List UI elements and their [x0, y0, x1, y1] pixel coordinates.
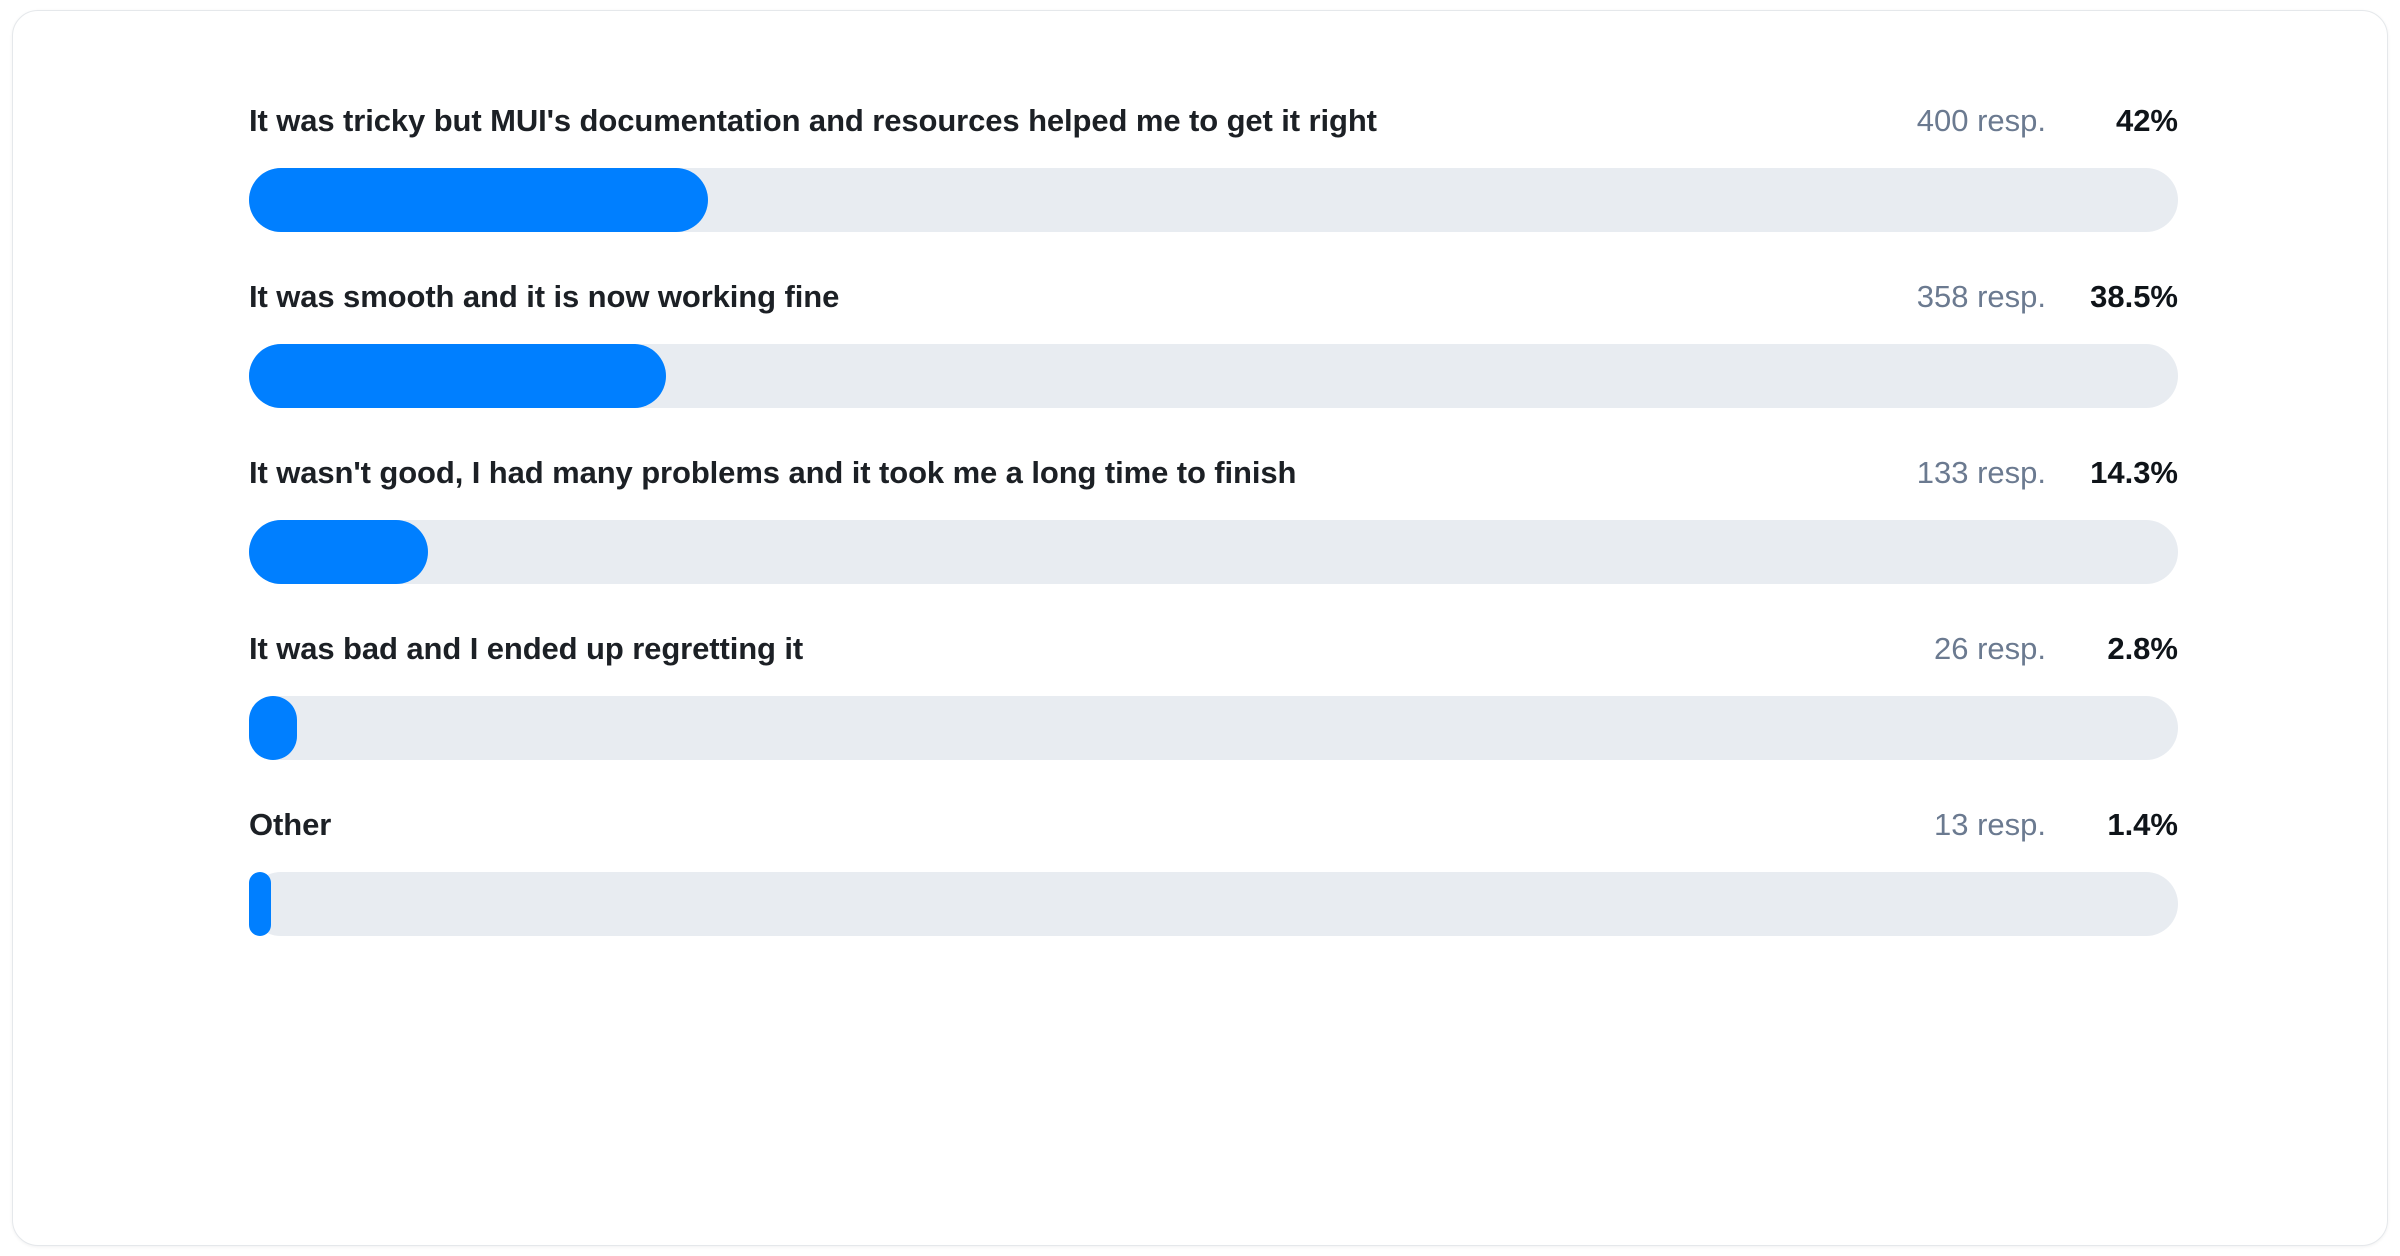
response-count: 358 resp. — [1916, 279, 2046, 314]
answer-label: It was tricky but MUI's documentation an… — [249, 103, 1377, 138]
answer-label: It was smooth and it is now working fine — [249, 279, 840, 314]
response-count: 13 resp. — [1933, 807, 2046, 842]
chart-row: Other 13 resp. 1.4% — [249, 807, 2178, 936]
chart-row: It was bad and I ended up regretting it 2… — [249, 631, 2178, 760]
bar-fill — [249, 344, 666, 408]
response-count: 133 resp. — [1916, 455, 2046, 490]
percentage-value: 38.5% — [2090, 279, 2178, 314]
response-count: 400 resp. — [1916, 103, 2046, 138]
chart-row: It was tricky but MUI's documentation an… — [249, 103, 2178, 232]
bar-fill — [249, 872, 271, 936]
bar-track — [249, 168, 2178, 232]
chart-row: It wasn't good, I had many problems and … — [249, 455, 2178, 584]
answer-label: It wasn't good, I had many problems and … — [249, 455, 1297, 490]
chart-row-header: It was tricky but MUI's documentation an… — [249, 103, 2178, 147]
bar-track — [249, 344, 2178, 408]
chart-row-header: It was smooth and it is now working fine… — [249, 279, 2178, 323]
survey-results-card: It was tricky but MUI's documentation an… — [12, 10, 2388, 1246]
bar-track — [249, 872, 2178, 936]
chart-row-header: It wasn't good, I had many problems and … — [249, 455, 2178, 499]
answer-label: Other — [249, 807, 332, 842]
percentage-value: 1.4% — [2107, 807, 2178, 842]
chart-row: It was smooth and it is now working fine… — [249, 279, 2178, 408]
bar-track — [249, 696, 2178, 760]
response-count: 26 resp. — [1933, 631, 2046, 666]
chart-row-header: Other 13 resp. 1.4% — [249, 807, 2178, 851]
bar-fill — [249, 696, 298, 760]
bar-fill — [249, 168, 709, 232]
percentage-value: 2.8% — [2107, 631, 2178, 666]
percentage-value: 42% — [2115, 103, 2178, 138]
bar-fill — [249, 520, 429, 584]
horizontal-bar-chart: It was tricky but MUI's documentation an… — [249, 103, 2178, 936]
chart-row-header: It was bad and I ended up regretting it 2… — [249, 631, 2178, 675]
answer-label: It was bad and I ended up regretting it — [249, 631, 804, 666]
bar-track — [249, 520, 2178, 584]
percentage-value: 14.3% — [2090, 455, 2178, 490]
